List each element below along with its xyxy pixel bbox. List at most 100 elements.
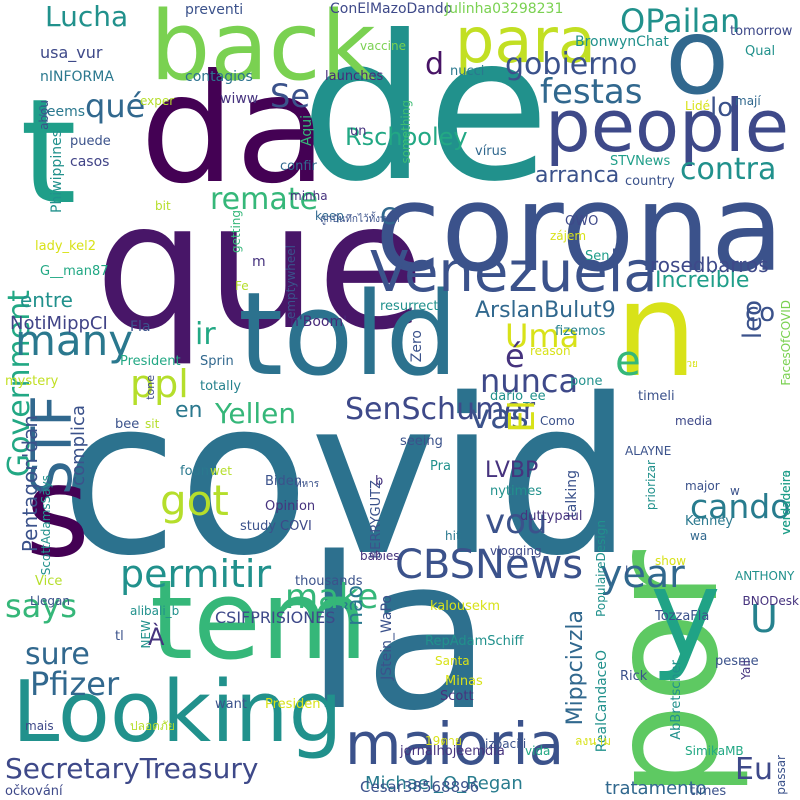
- cloud-word: para: [455, 4, 596, 77]
- cloud-word: babies: [360, 549, 400, 563]
- cloud-word: COVI: [280, 519, 312, 534]
- cloud-word: SenSchumer: [345, 392, 536, 427]
- cloud-word: contagios: [185, 69, 253, 85]
- cloud-word: un: [350, 124, 367, 139]
- cloud-word: wiww: [220, 91, 259, 107]
- cloud-word: Julinha03298231: [445, 1, 564, 17]
- cloud-word: en: [175, 398, 203, 423]
- cloud-word: Phiwippines: [49, 130, 65, 213]
- cloud-word: RepAdamSchiff: [425, 634, 524, 649]
- cloud-word: want: [215, 697, 247, 712]
- cloud-word: resurrect: [380, 299, 439, 314]
- cloud-word: arranca: [535, 163, 620, 188]
- cloud-word: back: [150, 0, 376, 102]
- cloud-word: U: [750, 597, 778, 641]
- cloud-word: NotiMippCI: [10, 313, 108, 334]
- cloud-word: TozzaFla: [655, 609, 710, 624]
- cloud-word: Vice: [35, 574, 63, 589]
- cloud-word: s: [25, 440, 91, 585]
- cloud-word: found: [180, 464, 218, 479]
- cloud-word: la: [305, 512, 493, 757]
- cloud-word: vou: [485, 502, 548, 542]
- cloud-word: Fe: [235, 279, 249, 293]
- cloud-word: w: [730, 484, 740, 498]
- cloud-word: očkování: [5, 784, 63, 799]
- cloud-word: ปลอดภัย: [130, 719, 175, 733]
- cloud-word: priorizar: [644, 460, 658, 511]
- cloud-word: covid: [60, 352, 634, 603]
- cloud-word: wa: [690, 529, 708, 543]
- cloud-word: vaccine: [360, 39, 406, 53]
- cloud-word: times: [690, 784, 727, 799]
- cloud-word: corona: [375, 160, 785, 299]
- cloud-word: mystery: [5, 374, 59, 389]
- cloud-word: n'Boom': [290, 314, 347, 330]
- cloud-word: nunca: [480, 362, 579, 400]
- cloud-word: Biden: [265, 474, 303, 489]
- cloud-word: passar: [774, 755, 788, 795]
- cloud-word: Cesar38568896: [360, 778, 480, 796]
- cloud-word: Sprin: [200, 354, 234, 369]
- cloud-word: ArslanBulut9: [475, 298, 616, 323]
- cloud-word: ir: [195, 317, 216, 352]
- cloud-word: something: [399, 100, 413, 164]
- cloud-word: n: [615, 254, 698, 406]
- cloud-word: tem: [150, 556, 368, 684]
- cloud-word: l: [625, 564, 629, 578]
- cloud-word: CBSNews: [395, 542, 584, 588]
- cloud-word: BronwynChat: [575, 34, 669, 50]
- cloud-word: SimikaMB: [685, 744, 744, 758]
- cloud-word: e: [615, 336, 641, 385]
- cloud-word: o: [665, 0, 730, 118]
- cloud-word: ANTHONY: [735, 569, 795, 583]
- cloud-word: got: [160, 476, 229, 525]
- cloud-word: Scott: [440, 689, 474, 704]
- cloud-word: Se: [270, 77, 310, 115]
- cloud-word: Venezuela: [370, 240, 658, 305]
- cloud-word: Zero: [409, 330, 425, 363]
- cloud-word: pone: [570, 374, 603, 389]
- cloud-word: many: [15, 316, 134, 365]
- cloud-word: é: [505, 337, 525, 375]
- cloud-word: jornalhojeemdia: [400, 744, 505, 759]
- cloud-word: lady_kel2: [35, 239, 96, 254]
- cloud-word: emptywheel: [284, 245, 298, 320]
- cloud-word: OWO: [565, 214, 599, 229]
- cloud-word: qué: [85, 87, 146, 125]
- cloud-word: izbacili: [485, 737, 527, 751]
- cloud-word: Rick: [620, 669, 648, 684]
- cloud-word: t: [20, 68, 77, 237]
- cloud-word: Rschooley: [345, 123, 468, 151]
- cloud-word: PopulaireDesign: [594, 520, 608, 617]
- cloud-word: preventi: [185, 2, 244, 18]
- cloud-word: m: [252, 254, 266, 270]
- cloud-word: Yellen: [215, 397, 297, 430]
- cloud-word: bit: [155, 199, 171, 213]
- cloud-word: Michael_O_Regan: [365, 773, 523, 794]
- cloud-word: permitir: [120, 552, 272, 596]
- cloud-word: duttypaul: [520, 509, 583, 524]
- cloud-word: zájem: [550, 229, 587, 243]
- cloud-word: year: [600, 552, 685, 596]
- cloud-word: mají: [735, 94, 761, 108]
- cloud-word: Qual: [745, 44, 776, 59]
- cloud-word: À: [148, 623, 165, 651]
- cloud-word: 19ตาย: [425, 734, 462, 748]
- cloud-word: STVNews: [610, 154, 671, 169]
- cloud-word: mais: [25, 719, 54, 733]
- cloud-word: major: [685, 479, 720, 493]
- cloud-word: reason: [530, 344, 571, 358]
- cloud-word: vida: [525, 744, 551, 758]
- cloud-word: study: [240, 519, 277, 534]
- cloud-word: casos: [70, 154, 110, 170]
- cloud-word: people: [545, 84, 790, 168]
- cloud-word: ppl: [130, 362, 189, 406]
- cloud-word: launches: [325, 69, 384, 84]
- cloud-word: fizemos: [555, 324, 606, 339]
- cloud-word: Lidé: [685, 99, 711, 113]
- cloud-word: nINFORMA: [40, 69, 114, 85]
- cloud-word: alibali_b: [130, 604, 180, 618]
- cloud-word: told: [238, 268, 459, 402]
- cloud-word: Yall: [739, 660, 753, 680]
- cloud-word: FacesOfCOVID: [779, 300, 793, 386]
